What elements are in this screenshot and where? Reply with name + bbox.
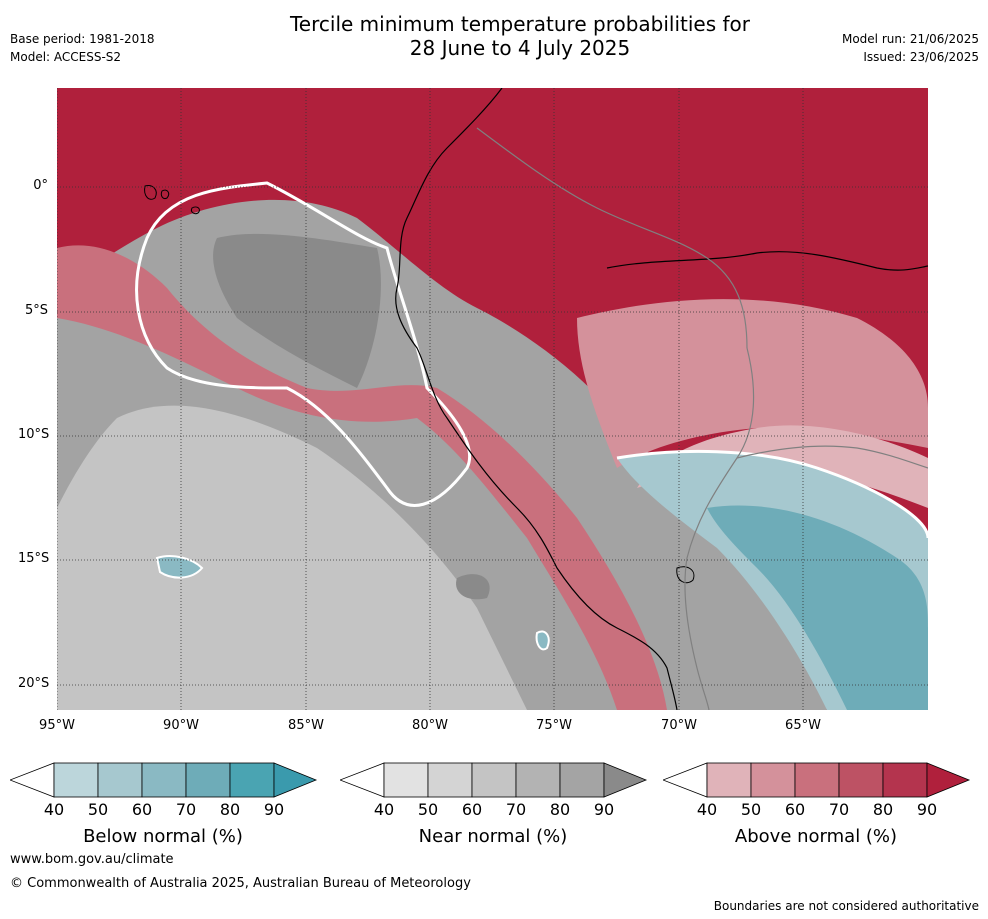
longitude-label: 75°W — [524, 718, 584, 733]
latitude-label: 0° — [18, 178, 48, 193]
probability-map — [57, 88, 928, 710]
colorbar-min-arrow — [340, 763, 384, 797]
base-period-text: Base period: 1981-2018 — [10, 30, 155, 48]
colorbar-tick-label: 70 — [171, 800, 201, 819]
longitude-label: 65°W — [773, 718, 833, 733]
longitude-label: 90°W — [151, 718, 211, 733]
latitude-label: 10°S — [18, 427, 48, 442]
below-normal-ocean-patch-2 — [537, 631, 549, 649]
colorbar-segment — [839, 763, 883, 797]
colorbar-tick-label: 80 — [545, 800, 575, 819]
colorbar-tick-label: 70 — [501, 800, 531, 819]
colorbar — [10, 762, 320, 798]
longitude-label: 95°W — [27, 718, 87, 733]
model-run-text: Model run: 21/06/2025 — [842, 30, 979, 48]
colorbar-segment — [560, 763, 604, 797]
footer-disclaimer: Boundaries are not considered authoritat… — [714, 899, 979, 913]
colorbar-segment — [54, 763, 98, 797]
colorbar-segment — [472, 763, 516, 797]
colorbar-max-arrow — [604, 763, 646, 797]
colorbar-tick-label: 40 — [369, 800, 399, 819]
colorbar-max-arrow — [274, 763, 316, 797]
colorbar-tick-label: 70 — [824, 800, 854, 819]
colorbar-min-arrow — [10, 763, 54, 797]
colorbar-segment — [98, 763, 142, 797]
header-meta-right: Model run: 21/06/2025 Issued: 23/06/2025 — [842, 30, 979, 66]
colorbar-title: Near normal (%) — [340, 826, 646, 847]
colorbar-segment — [230, 763, 274, 797]
latitude-label: 20°S — [18, 676, 48, 691]
footer-copyright: © Commonwealth of Australia 2025, Austra… — [10, 876, 471, 891]
map-title: Tercile minimum temperature probabilitie… — [200, 12, 840, 60]
latitude-label: 5°S — [18, 303, 48, 318]
colorbar-segment — [186, 763, 230, 797]
latitude-label: 15°S — [18, 551, 48, 566]
colorbar-tick-label: 60 — [127, 800, 157, 819]
colorbar-tick-label: 50 — [83, 800, 113, 819]
colorbar-tick-label: 40 — [39, 800, 69, 819]
colorbar-tick-label: 40 — [692, 800, 722, 819]
longitude-label: 70°W — [649, 718, 709, 733]
colorbar-tick-label: 90 — [259, 800, 289, 819]
colorbar-segment — [795, 763, 839, 797]
colorbar-title: Below normal (%) — [10, 826, 316, 847]
title-line-2: 28 June to 4 July 2025 — [200, 36, 840, 60]
colorbar-min-arrow — [663, 763, 707, 797]
colorbar-title: Above normal (%) — [663, 826, 969, 847]
colorbar-segment — [707, 763, 751, 797]
colorbar-tick-label: 80 — [215, 800, 245, 819]
longitude-label: 80°W — [400, 718, 460, 733]
colorbar-max-arrow — [927, 763, 969, 797]
colorbar-tick-label: 90 — [589, 800, 619, 819]
colorbar-segment — [516, 763, 560, 797]
colorbar-segment — [142, 763, 186, 797]
colorbar-tick-label: 50 — [413, 800, 443, 819]
model-text: Model: ACCESS-S2 — [10, 48, 155, 66]
colorbar — [663, 762, 973, 798]
colorbar-tick-label: 90 — [912, 800, 942, 819]
footer-url: www.bom.gov.au/climate — [10, 852, 174, 867]
header-meta-left: Base period: 1981-2018 Model: ACCESS-S2 — [10, 30, 155, 66]
colorbar-segment — [384, 763, 428, 797]
colorbar — [340, 762, 650, 798]
colorbar-tick-label: 50 — [736, 800, 766, 819]
title-line-1: Tercile minimum temperature probabilitie… — [200, 12, 840, 36]
colorbar-segment — [751, 763, 795, 797]
longitude-label: 85°W — [276, 718, 336, 733]
colorbar-tick-label: 60 — [457, 800, 487, 819]
issued-text: Issued: 23/06/2025 — [842, 48, 979, 66]
colorbar-segment — [428, 763, 472, 797]
colorbar-tick-label: 80 — [868, 800, 898, 819]
colorbar-segment — [883, 763, 927, 797]
colorbar-tick-label: 60 — [780, 800, 810, 819]
